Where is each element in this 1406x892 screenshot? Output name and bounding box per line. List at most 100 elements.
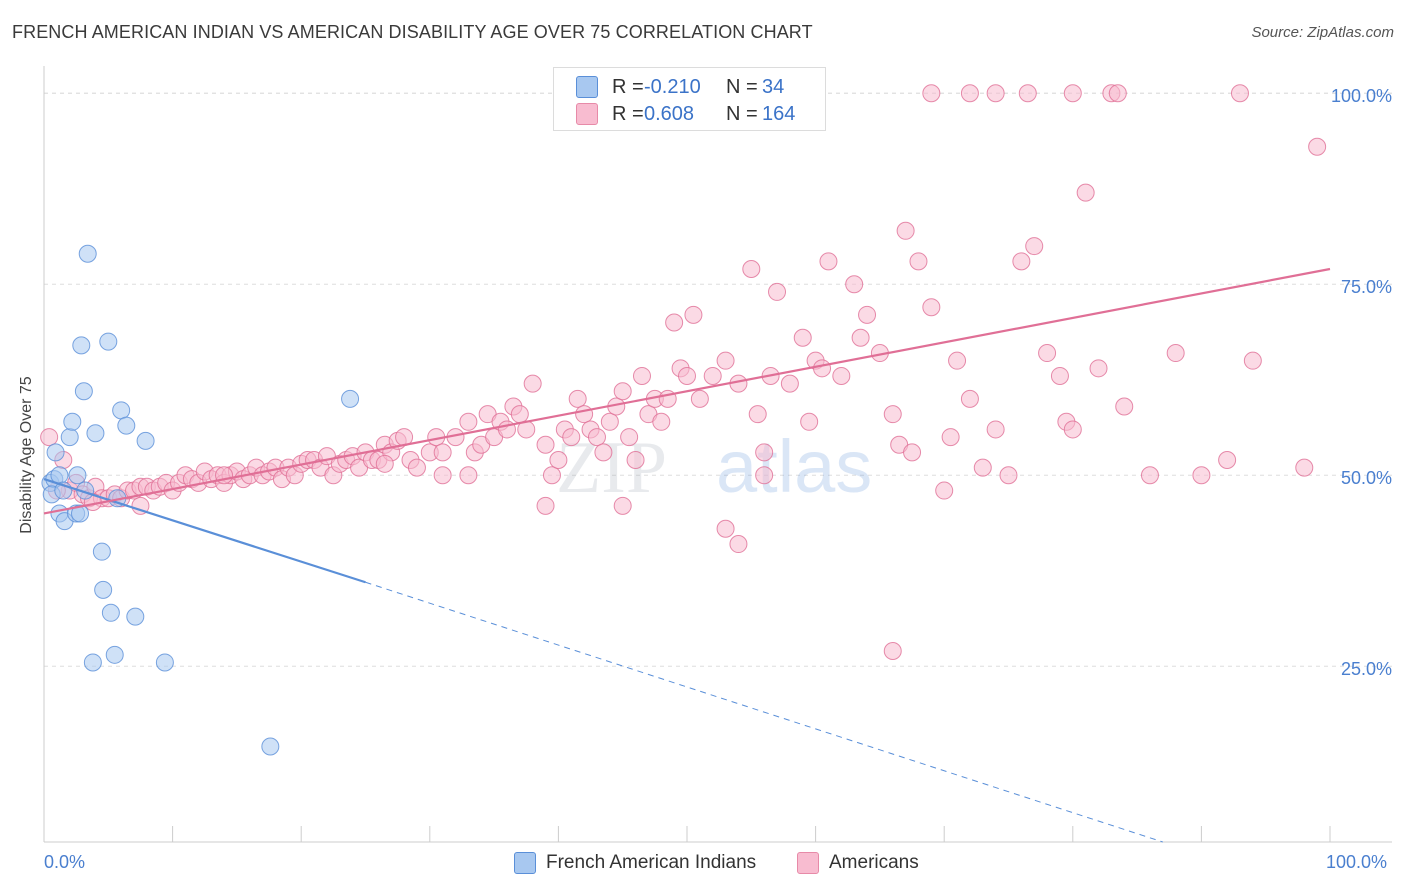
n-label: N =	[726, 75, 758, 98]
data-point	[94, 580, 113, 599]
data-point	[1050, 366, 1069, 385]
data-point	[851, 328, 870, 347]
data-point	[433, 466, 452, 485]
data-point	[922, 298, 941, 317]
data-point	[341, 389, 360, 408]
x-tick-label: 100.0%	[1326, 852, 1388, 872]
data-point	[600, 412, 619, 431]
y-tick-label: 75.0%	[1340, 277, 1392, 297]
legend-label: Americans	[829, 852, 919, 873]
trend-line-extension	[365, 581, 1163, 843]
trend-line	[43, 267, 1331, 515]
data-point	[935, 481, 954, 500]
data-point	[986, 84, 1005, 103]
chart-title: FRENCH AMERICAN INDIAN VS AMERICAN DISAB…	[12, 22, 813, 42]
data-point	[105, 645, 124, 664]
data-point	[523, 374, 542, 393]
data-point	[60, 428, 79, 447]
data-point	[755, 466, 774, 485]
data-point	[813, 359, 832, 378]
data-point	[883, 405, 902, 424]
data-point	[613, 382, 632, 401]
data-point	[1063, 420, 1082, 439]
data-point	[126, 607, 145, 626]
data-point	[1018, 84, 1037, 103]
data-point	[819, 252, 838, 271]
data-point	[793, 328, 812, 347]
data-point	[510, 405, 529, 424]
y-tick-label: 100.0%	[1330, 86, 1392, 106]
data-point	[375, 454, 394, 473]
data-point	[68, 466, 87, 485]
data-point	[575, 405, 594, 424]
correlation-legend: R = -0.210 N = 34 R = 0.608 N = 164	[553, 67, 826, 131]
data-point	[1025, 237, 1044, 256]
data-point	[703, 366, 722, 385]
data-point	[1192, 466, 1211, 485]
data-point	[729, 535, 748, 554]
data-point	[1038, 344, 1057, 363]
data-point	[883, 642, 902, 660]
data-point	[1140, 466, 1159, 485]
data-point	[433, 443, 452, 462]
data-point	[72, 336, 91, 355]
data-point	[1089, 359, 1108, 378]
data-point	[459, 466, 478, 485]
data-point	[117, 416, 136, 435]
legend-swatch	[576, 76, 598, 98]
legend-label: French American Indians	[546, 852, 757, 873]
data-point	[71, 504, 90, 523]
data-point	[99, 332, 118, 351]
legend-row-americans: R = 0.608 N = 164	[576, 101, 795, 127]
r-value: -0.210	[644, 75, 701, 98]
watermark-atlas: atlas	[716, 425, 872, 508]
data-point	[112, 401, 131, 420]
data-point	[973, 458, 992, 477]
data-point	[690, 389, 709, 408]
data-point	[1243, 351, 1262, 370]
x-tick-label: 0.0%	[44, 852, 86, 872]
data-point	[549, 451, 568, 469]
legend-item-french-american-indians[interactable]: French American Indians	[514, 852, 756, 874]
data-point	[832, 366, 851, 385]
data-point	[131, 496, 150, 515]
data-point	[986, 420, 1005, 439]
data-point	[40, 428, 59, 447]
y-tick-label: 50.0%	[1340, 468, 1392, 488]
data-point	[845, 275, 864, 294]
trend-layer	[43, 267, 1331, 843]
data-point	[536, 496, 555, 515]
data-point	[748, 405, 767, 424]
data-point	[1108, 84, 1127, 103]
data-point	[1230, 84, 1249, 103]
data-point	[78, 244, 97, 263]
data-point	[684, 305, 703, 324]
data-point	[632, 366, 651, 385]
data-point	[594, 443, 613, 462]
data-point	[665, 313, 684, 332]
data-point	[1063, 84, 1082, 103]
data-point	[742, 260, 761, 278]
legend-row-french: R = -0.210 N = 34	[576, 74, 784, 100]
data-point	[568, 389, 587, 408]
r-label: R =	[612, 75, 644, 98]
legend-item-americans[interactable]: Americans	[797, 852, 919, 874]
data-point	[768, 282, 787, 301]
axes	[43, 66, 1392, 843]
y-tick-label: 25.0%	[1340, 659, 1392, 679]
data-point	[587, 428, 606, 447]
data-point	[626, 451, 645, 469]
y-axis-label: Disability Age Over 75	[18, 376, 35, 534]
data-point	[136, 431, 155, 450]
data-point	[1012, 252, 1031, 271]
data-point	[620, 428, 639, 447]
data-point	[613, 496, 632, 515]
source-label: Source: ZipAtlas.com	[1251, 24, 1394, 41]
data-point	[1166, 344, 1185, 363]
data-point	[74, 382, 93, 401]
r-value: 0.608	[644, 102, 695, 125]
data-point	[960, 389, 979, 408]
data-point	[903, 443, 922, 462]
data-point	[261, 737, 280, 756]
